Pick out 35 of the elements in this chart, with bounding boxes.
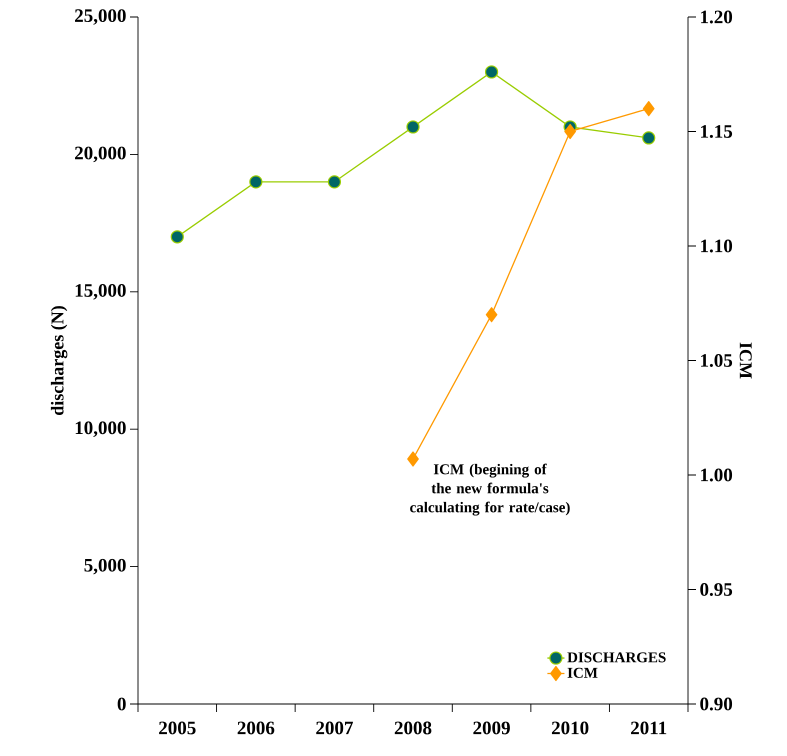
y-tick-label: 0 [118, 698, 126, 710]
point [484, 65, 498, 79]
legend-label: DISCHARGES [567, 652, 666, 662]
y2-tick-label: 1.10 [701, 240, 732, 252]
x-tick-label: 2010 [552, 722, 588, 734]
point [406, 120, 420, 134]
y-tick-label: 15,000 [76, 284, 126, 300]
y2-tick-label: 1.15 [701, 125, 732, 138]
x-tick-label: 2005 [159, 722, 196, 734]
point [564, 124, 576, 140]
point [407, 451, 419, 467]
point [249, 175, 262, 188]
x-tick-label: 2011 [631, 722, 666, 734]
y-tick-label: 5,000 [84, 558, 126, 574]
y2-tick-label: 1.00 [701, 468, 732, 482]
y2-tick-label: 0.95 [700, 583, 732, 596]
y2-tick-label: 0.90 [700, 698, 732, 710]
legend-label: ICM [568, 668, 598, 678]
y-axis-title: discharges (N) [50, 306, 68, 416]
point [642, 131, 656, 145]
x-tick-label: 2006 [238, 722, 274, 734]
x-tick-label: 2008 [394, 722, 432, 734]
y2-tick-label: 1.05 [701, 354, 732, 367]
y2-tick-label: 1.20 [701, 10, 732, 24]
x-tick-label: 2009 [473, 722, 510, 734]
point [328, 175, 342, 188]
y-tick-label: 20,000 [75, 146, 126, 162]
x-tick-label: 2007 [316, 722, 353, 734]
point [486, 307, 498, 322]
point [170, 230, 184, 244]
annotation: ICM (begining of the new formula's calculating for rate/case) [410, 464, 570, 516]
y-tick-label: 10,000 [76, 421, 126, 437]
y2-axis-title: ICM [740, 342, 752, 378]
y-tick-label: 25,000 [75, 9, 126, 25]
point [642, 101, 655, 116]
